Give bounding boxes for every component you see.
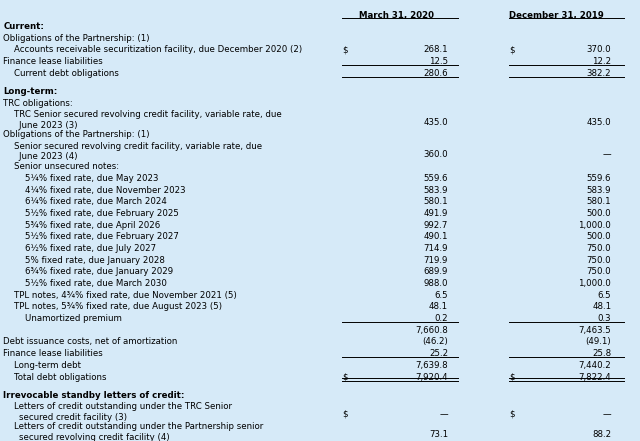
Text: 583.9: 583.9 bbox=[424, 186, 448, 194]
Text: —: — bbox=[440, 410, 448, 419]
Text: 7,822.4: 7,822.4 bbox=[579, 373, 611, 381]
Text: 988.0: 988.0 bbox=[424, 279, 448, 288]
Text: (49.1): (49.1) bbox=[586, 337, 611, 347]
Text: —: — bbox=[603, 410, 611, 419]
Text: December 31, 2019: December 31, 2019 bbox=[509, 11, 604, 20]
Text: Current debt obligations: Current debt obligations bbox=[3, 69, 119, 78]
Text: Finance lease liabilities: Finance lease liabilities bbox=[3, 57, 103, 66]
Text: 500.0: 500.0 bbox=[587, 209, 611, 218]
Text: Unamortized premium: Unamortized premium bbox=[3, 314, 122, 323]
Text: TPL notes, 4¾% fixed rate, due November 2021 (5): TPL notes, 4¾% fixed rate, due November … bbox=[3, 291, 237, 300]
Text: —: — bbox=[603, 149, 611, 159]
Text: 750.0: 750.0 bbox=[587, 267, 611, 277]
Text: 5¼% fixed rate, due May 2023: 5¼% fixed rate, due May 2023 bbox=[3, 174, 159, 183]
Text: Accounts receivable securitization facility, due December 2020 (2): Accounts receivable securitization facil… bbox=[3, 45, 302, 54]
Text: 500.0: 500.0 bbox=[587, 232, 611, 241]
Text: 992.7: 992.7 bbox=[424, 220, 448, 230]
Text: 25.2: 25.2 bbox=[429, 349, 448, 358]
Text: Long-term:: Long-term: bbox=[3, 87, 58, 96]
Text: 370.0: 370.0 bbox=[587, 45, 611, 54]
Text: Irrevocable standby letters of credit:: Irrevocable standby letters of credit: bbox=[3, 391, 184, 400]
Text: 580.1: 580.1 bbox=[587, 197, 611, 206]
Text: 6½% fixed rate, due July 2027: 6½% fixed rate, due July 2027 bbox=[3, 244, 156, 253]
Text: 435.0: 435.0 bbox=[587, 118, 611, 127]
Text: 7,440.2: 7,440.2 bbox=[579, 361, 611, 370]
Text: Letters of credit outstanding under the TRC Senior: Letters of credit outstanding under the … bbox=[3, 402, 232, 411]
Text: secured credit facility (3): secured credit facility (3) bbox=[8, 413, 127, 422]
Text: 88.2: 88.2 bbox=[592, 430, 611, 439]
Text: TRC Senior secured revolving credit facility, variable rate, due: TRC Senior secured revolving credit faci… bbox=[3, 110, 282, 119]
Text: (46.2): (46.2) bbox=[422, 337, 448, 347]
Text: 6.5: 6.5 bbox=[598, 291, 611, 300]
Text: 750.0: 750.0 bbox=[587, 256, 611, 265]
Text: Senior secured revolving credit facility, variable rate, due: Senior secured revolving credit facility… bbox=[3, 142, 262, 151]
Text: March 31, 2020: March 31, 2020 bbox=[359, 11, 435, 20]
Text: secured revolving credit facility (4): secured revolving credit facility (4) bbox=[8, 433, 170, 441]
Text: 360.0: 360.0 bbox=[424, 149, 448, 159]
Text: $: $ bbox=[509, 45, 515, 54]
Text: 580.1: 580.1 bbox=[424, 197, 448, 206]
Text: 435.0: 435.0 bbox=[424, 118, 448, 127]
Text: 559.6: 559.6 bbox=[424, 174, 448, 183]
Text: 5½% fixed rate, due February 2025: 5½% fixed rate, due February 2025 bbox=[3, 209, 179, 218]
Text: 491.9: 491.9 bbox=[424, 209, 448, 218]
Text: 48.1: 48.1 bbox=[429, 303, 448, 311]
Text: $: $ bbox=[509, 410, 515, 419]
Text: 719.9: 719.9 bbox=[424, 256, 448, 265]
Text: 268.1: 268.1 bbox=[424, 45, 448, 54]
Text: 5½% fixed rate, due March 2030: 5½% fixed rate, due March 2030 bbox=[3, 279, 167, 288]
Text: Letters of credit outstanding under the Partnership senior: Letters of credit outstanding under the … bbox=[3, 422, 264, 431]
Text: 73.1: 73.1 bbox=[429, 430, 448, 439]
Text: 12.2: 12.2 bbox=[592, 57, 611, 66]
Text: Debt issuance costs, net of amortization: Debt issuance costs, net of amortization bbox=[3, 337, 177, 347]
Text: 4¼% fixed rate, due November 2023: 4¼% fixed rate, due November 2023 bbox=[3, 186, 186, 194]
Text: 6¾% fixed rate, due January 2029: 6¾% fixed rate, due January 2029 bbox=[3, 267, 173, 277]
Text: Finance lease liabilities: Finance lease liabilities bbox=[3, 349, 103, 358]
Text: $: $ bbox=[342, 45, 348, 54]
Text: $: $ bbox=[509, 373, 515, 381]
Text: 7,660.8: 7,660.8 bbox=[415, 326, 448, 335]
Text: $: $ bbox=[342, 373, 348, 381]
Text: 5¾% fixed rate, due April 2026: 5¾% fixed rate, due April 2026 bbox=[3, 220, 161, 230]
Text: $: $ bbox=[342, 410, 348, 419]
Text: Obligations of the Partnership: (1): Obligations of the Partnership: (1) bbox=[3, 131, 150, 139]
Text: 382.2: 382.2 bbox=[587, 69, 611, 78]
Text: 280.6: 280.6 bbox=[424, 69, 448, 78]
Text: 0.2: 0.2 bbox=[435, 314, 448, 323]
Text: 714.9: 714.9 bbox=[424, 244, 448, 253]
Text: 6¼% fixed rate, due March 2024: 6¼% fixed rate, due March 2024 bbox=[3, 197, 167, 206]
Text: 1,000.0: 1,000.0 bbox=[579, 220, 611, 230]
Text: TPL notes, 5¾% fixed rate, due August 2023 (5): TPL notes, 5¾% fixed rate, due August 20… bbox=[3, 303, 222, 311]
Text: Current:: Current: bbox=[3, 22, 44, 31]
Text: June 2023 (3): June 2023 (3) bbox=[8, 120, 78, 130]
Text: TRC obligations:: TRC obligations: bbox=[3, 99, 73, 108]
Text: 559.6: 559.6 bbox=[587, 174, 611, 183]
Text: 7,463.5: 7,463.5 bbox=[579, 326, 611, 335]
Text: 490.1: 490.1 bbox=[424, 232, 448, 241]
Text: Senior unsecured notes:: Senior unsecured notes: bbox=[3, 162, 119, 171]
Text: June 2023 (4): June 2023 (4) bbox=[8, 152, 78, 161]
Text: Total debt obligations: Total debt obligations bbox=[3, 373, 107, 381]
Text: 7,639.8: 7,639.8 bbox=[415, 361, 448, 370]
Text: 5% fixed rate, due January 2028: 5% fixed rate, due January 2028 bbox=[3, 256, 165, 265]
Text: 6.5: 6.5 bbox=[435, 291, 448, 300]
Text: 1,000.0: 1,000.0 bbox=[579, 279, 611, 288]
Text: 750.0: 750.0 bbox=[587, 244, 611, 253]
Text: 7,920.4: 7,920.4 bbox=[415, 373, 448, 381]
Text: 12.5: 12.5 bbox=[429, 57, 448, 66]
Text: 583.9: 583.9 bbox=[587, 186, 611, 194]
Text: 5½% fixed rate, due February 2027: 5½% fixed rate, due February 2027 bbox=[3, 232, 179, 241]
Text: 25.8: 25.8 bbox=[592, 349, 611, 358]
Text: Long-term debt: Long-term debt bbox=[3, 361, 81, 370]
Text: Obligations of the Partnership: (1): Obligations of the Partnership: (1) bbox=[3, 34, 150, 43]
Text: 0.3: 0.3 bbox=[598, 314, 611, 323]
Text: 689.9: 689.9 bbox=[424, 267, 448, 277]
Text: 48.1: 48.1 bbox=[592, 303, 611, 311]
